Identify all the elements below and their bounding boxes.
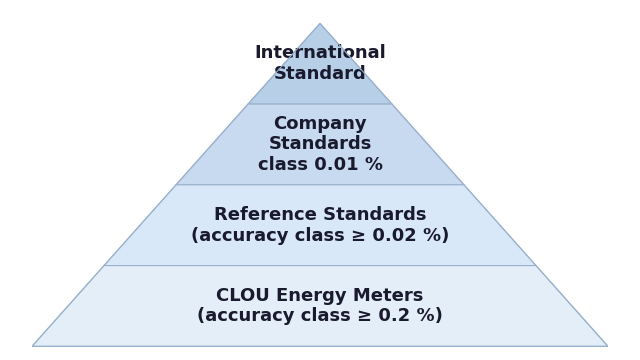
Text: Company
Standards
class 0.01 %: Company Standards class 0.01 %: [257, 115, 383, 174]
Text: Reference Standards
(accuracy class ≥ 0.02 %): Reference Standards (accuracy class ≥ 0.…: [191, 206, 449, 244]
Text: CLOU Energy Meters
(accuracy class ≥ 0.2 %): CLOU Energy Meters (accuracy class ≥ 0.2…: [197, 287, 443, 325]
Polygon shape: [176, 104, 464, 185]
Polygon shape: [104, 185, 536, 266]
Polygon shape: [32, 266, 608, 346]
Text: International
Standard: International Standard: [254, 44, 386, 83]
Polygon shape: [248, 23, 392, 104]
